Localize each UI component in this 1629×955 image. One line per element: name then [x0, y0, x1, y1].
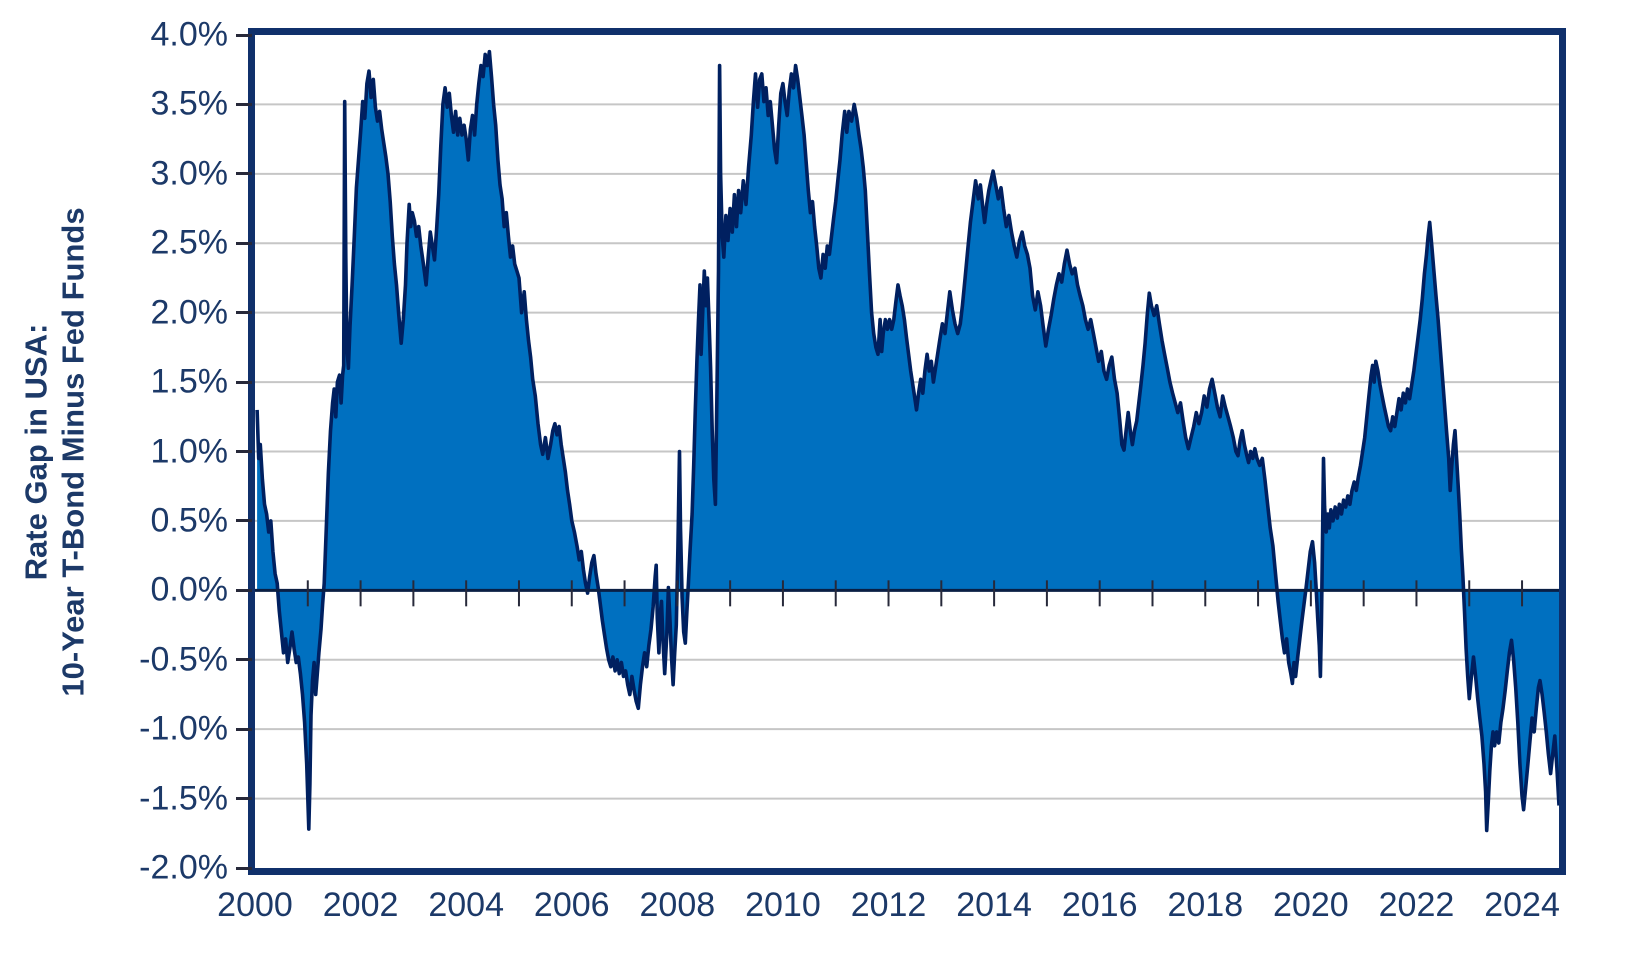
- y-axis-title-line-1: Rate Gap in USA:: [18, 323, 54, 581]
- y-tick-label: 4.0%: [150, 15, 229, 54]
- area-series-line: [255, 49, 1559, 833]
- x-tick-label: 2018: [1167, 886, 1244, 924]
- y-axis-tick-mark: [236, 380, 252, 384]
- x-tick-label: 2020: [1273, 886, 1349, 924]
- x-tick-label: 2024: [1484, 886, 1560, 924]
- y-axis-tick-mark: [236, 172, 252, 176]
- x-tick-label: 2000: [217, 886, 293, 924]
- y-tick-label: 3.0%: [150, 154, 229, 193]
- y-tick-label: 2.5%: [150, 223, 229, 262]
- y-tick-label: 2.0%: [150, 293, 229, 332]
- y-axis-title: Rate Gap in USA: 10-Year T-Bond Minus Fe…: [18, 36, 94, 869]
- x-tick-label: 2002: [322, 886, 399, 924]
- y-tick-label: -1.0%: [139, 709, 228, 748]
- x-tick-label: 2022: [1378, 886, 1455, 924]
- y-axis-tick-mark: [236, 797, 252, 801]
- x-tick-label: 2014: [956, 886, 1032, 924]
- x-tick-label: 2008: [639, 886, 716, 924]
- x-tick-label: 2006: [533, 886, 610, 924]
- area-series-fill: [257, 51, 1559, 831]
- y-axis-tick-mark: [236, 102, 252, 106]
- y-tick-label: -0.5%: [139, 640, 228, 679]
- y-tick-label: -2.0%: [139, 848, 228, 887]
- y-axis-title-line-2: 10-Year T-Bond Minus Fed Funds: [55, 207, 91, 697]
- y-tick-label: 0.0%: [150, 570, 229, 609]
- x-tick-label: 2004: [428, 886, 504, 924]
- y-axis-tick-mark: [236, 658, 252, 662]
- y-tick-label: 1.0%: [150, 432, 229, 470]
- x-tick-label: 2010: [745, 886, 821, 924]
- y-axis-tick-mark: [236, 727, 252, 731]
- y-tick-label: -1.5%: [139, 779, 228, 818]
- y-axis-tick-mark: [236, 588, 252, 592]
- y-axis-tick-mark: [236, 241, 252, 245]
- y-tick-label: 3.5%: [150, 84, 229, 123]
- plot-area: [255, 49, 1559, 833]
- y-axis-tick-mark: [236, 519, 252, 523]
- y-axis-tick-mark: [236, 450, 252, 453]
- x-tick-label: 2016: [1061, 886, 1138, 924]
- y-axis-tick-mark: [236, 33, 252, 37]
- y-tick-label: 1.5%: [150, 362, 229, 401]
- y-tick-label: 0.5%: [150, 501, 229, 540]
- y-axis-tick-mark: [236, 311, 252, 315]
- y-axis-tick-mark: [236, 866, 252, 870]
- x-tick-label: 2012: [850, 886, 927, 924]
